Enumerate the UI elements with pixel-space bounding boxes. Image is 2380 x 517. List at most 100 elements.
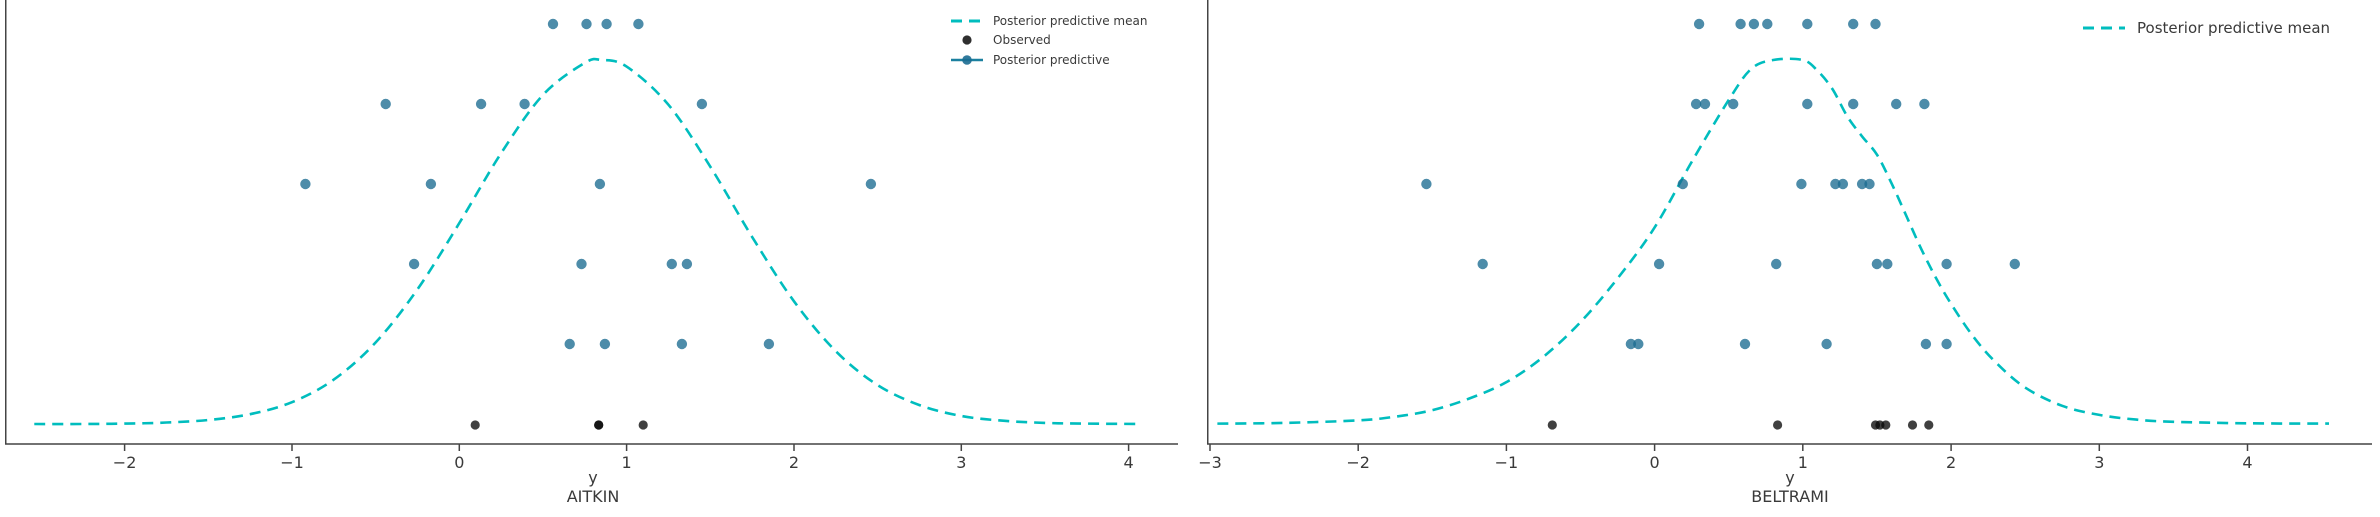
posterior-predictive-mean-curve [34,57,1141,426]
pp-scatter-point [1870,18,1881,30]
pp-scatter-point [1802,98,1813,110]
x-tick-label: 3 [2094,453,2104,472]
x-tick-label: −1 [280,453,304,472]
pp-scatter-point [1891,98,1902,110]
pp-scatter-point [1762,18,1773,30]
pp-scatter-point [1796,178,1807,190]
pp-scatter-point [1728,98,1739,110]
pp-scatter-point [1856,178,1868,190]
observed-point [1924,420,1934,430]
pp-scatter-point [1920,338,1932,350]
posterior-predictive-mean-curve [1217,57,2330,425]
pp-scatter-point [1941,338,1952,350]
pp-scatter-point [1830,178,1841,190]
x-tick-label: 0 [454,453,464,472]
legend-label: Posterior predictive [993,52,1110,67]
x-tick-label: 1 [1798,453,1808,472]
pp-scatter-point [547,18,559,30]
observed-point [594,420,604,430]
xaxis-label-aitkin: y [588,468,598,487]
observed-dot-icon [962,35,972,45]
pp-scatter-point [599,338,611,350]
x-tick-label: −3 [1198,453,1222,472]
observed-point [1881,420,1891,430]
pp-scatter-point [1848,18,1859,30]
panel-title-aitkin: AITKIN [566,487,620,506]
pp-scatter-point [408,258,420,270]
pp-scatter-point [576,258,587,270]
x-tick-label: −2 [1346,453,1370,472]
pp-scatter-point [676,338,688,350]
pp-scatter-point [1941,258,1952,270]
pp-scatter-point [380,98,391,110]
legend-item: Posterior predictive mean [951,11,1147,31]
panel-aitkin: −2 −1 0 1 2 3 4 [5,0,1178,472]
pp-scatter-point [1693,18,1705,30]
line-dot-icon [951,54,983,65]
pp-scatter-point [1771,258,1782,270]
observed-point [1907,420,1918,430]
pp-scatter-point [1735,18,1746,30]
legend-aitkin: Posterior predictive mean Observed Posteri… [951,11,1147,70]
x-tick-label: 3 [956,453,966,472]
pp-scatter-point [1848,98,1859,110]
pp-scatter-point [633,18,644,30]
pp-scatter-point [1748,18,1760,30]
pp-scatter-point [1871,258,1883,270]
pp-scatter-point [1802,18,1813,30]
legend-item: Posterior predictive [951,50,1147,70]
observed-point [1773,420,1783,430]
pp-scatter-point [581,18,592,30]
pp-scatter-point [1625,338,1637,350]
legend-label: Posterior predictive mean [993,13,1148,28]
pp-scatter-point [2009,258,2021,270]
pp-scatter-point [1690,98,1702,110]
x-tick-label: 0 [1650,453,1660,472]
pp-scatter-point [681,258,693,270]
xaxis-label-beltrami: y [1785,468,1795,487]
pp-scatter-point [1864,178,1875,190]
pp-scatter-point [1821,338,1832,350]
panel-beltrami: −3 −2 −1 0 1 2 3 4 [1198,0,2372,472]
pp-scatter-point [475,98,487,110]
legend-label: Posterior predictive mean [2137,19,2331,37]
legend-item: Observed [951,31,1147,51]
pp-scatter-point [1677,178,1689,190]
pp-scatter-point [425,178,437,190]
observed-point [638,420,648,430]
x-tick-label: 1 [622,453,632,472]
legend-beltrami: Posterior predictive mean [2083,16,2330,40]
legend-label: Observed [993,33,1051,48]
dashed-line-icon [2083,26,2125,30]
observed-point [1547,420,1557,430]
pp-scatter-point [1653,258,1665,270]
panel-title-beltrami: BELTRAMI [1751,487,1829,506]
pp-scatter-point [300,178,311,190]
pp-scatter-point [1919,98,1930,110]
x-tick-label: 2 [789,453,799,472]
observed-point [470,420,480,430]
x-tick-label: −2 [113,453,137,472]
legend-item: Posterior predictive mean [2083,16,2330,40]
pp-scatter-point [519,98,530,110]
dashed-line-icon [951,19,983,23]
pp-scatter-point [1421,178,1432,190]
pp-scatter-point [1699,98,1711,110]
pp-scatter-point [1739,338,1751,350]
x-tick-label: 4 [1124,453,1134,472]
pp-scatter-point [1477,258,1488,270]
pp-scatter-point [1837,178,1849,190]
pp-scatter-point [601,18,612,30]
pp-scatter-point [666,258,677,270]
pp-scatter-point [865,178,877,190]
pp-scatter-point [1633,338,1644,350]
pp-scatter-point [696,98,708,110]
pp-scatter-point [1882,258,1893,270]
pp-scatter-point [763,338,775,350]
pp-scatter-point [564,338,575,350]
x-tick-label: −1 [1495,453,1519,472]
x-tick-label: 2 [1946,453,1956,472]
pp-scatter-point [594,178,606,190]
